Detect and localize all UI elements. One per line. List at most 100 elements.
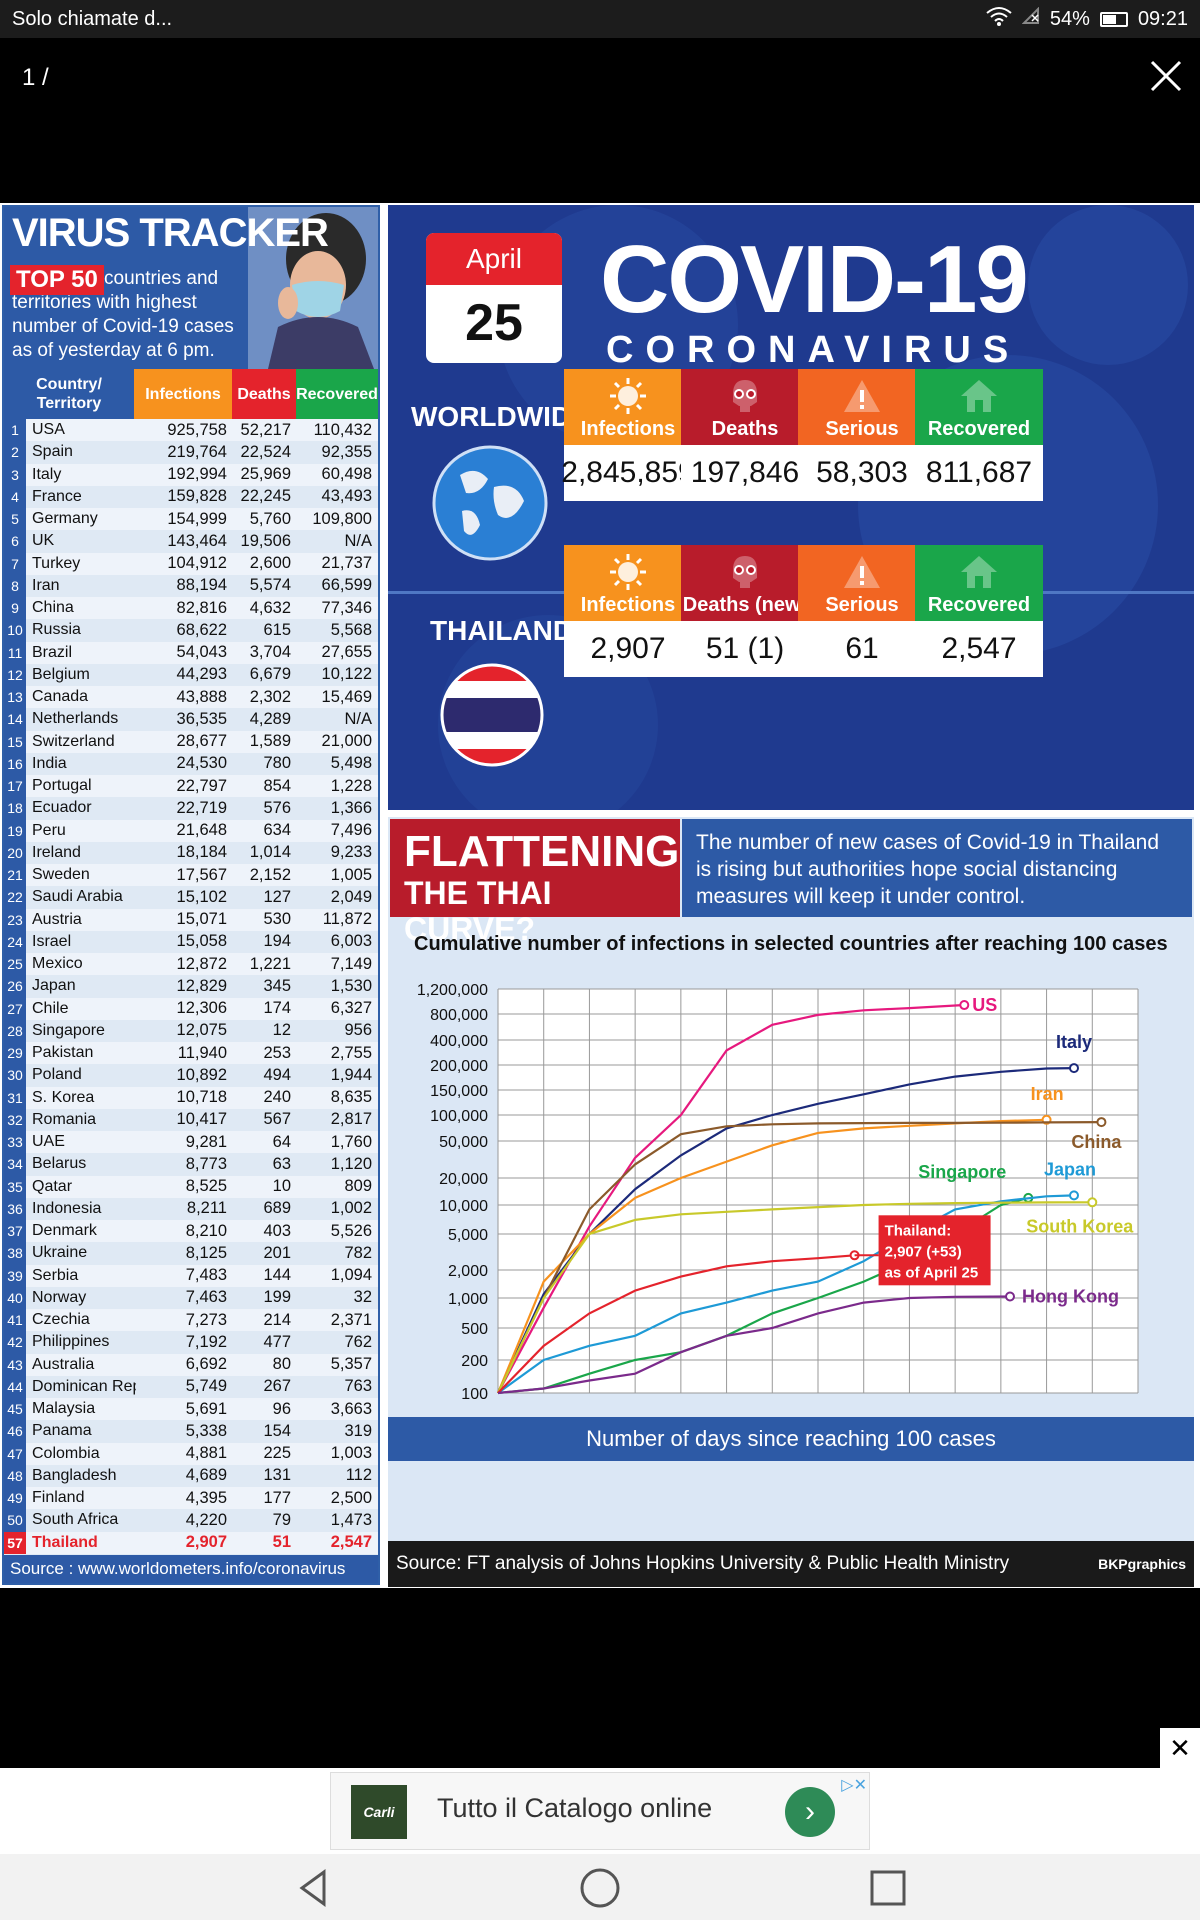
ad-go-button[interactable]: › — [785, 1787, 835, 1837]
table-row: 29 Pakistan 11,940 253 2,755 — [4, 1042, 378, 1065]
table-row: 48 Bangladesh 4,689 131 112 — [4, 1464, 378, 1487]
series-end-marker — [1069, 1063, 1079, 1074]
back-icon[interactable] — [290, 1864, 338, 1912]
thailand-callout — [878, 1215, 991, 1286]
skull-icon — [733, 556, 757, 588]
tracker-title: VIRUS TRACKER — [12, 211, 329, 255]
table-row: 40 Norway 7,463 199 32 — [4, 1286, 378, 1309]
skull-icon — [733, 380, 757, 412]
signal-icon — [1021, 6, 1040, 31]
ad-banner[interactable]: Carli Tutto il Catalogo online › ▷✕ — [0, 1768, 1200, 1854]
series-label: China — [1071, 1132, 1122, 1152]
virus-icon — [610, 378, 646, 414]
series-label: Singapore — [918, 1162, 1006, 1182]
table-row: 37 Denmark 8,210 403 5,526 — [4, 1220, 378, 1243]
y-tick-label: 150,000 — [430, 1083, 488, 1100]
series-end-marker — [959, 1000, 970, 1011]
callout-text: 2,907 (+53) — [885, 1243, 962, 1260]
warning-icon — [844, 556, 880, 588]
home-icon — [961, 380, 997, 412]
series-line-thailand — [497, 1254, 855, 1394]
table-row: 30 Poland 10,892 494 1,944 — [4, 1064, 378, 1087]
series-line-china — [497, 1121, 1102, 1394]
stat-label: Serious — [825, 594, 899, 616]
infographic-image: VIRUS TRACKER countries and territories … — [0, 203, 1200, 1588]
table-row: 27 Chile 12,306 174 6,327 — [4, 997, 378, 1020]
table-row: 4 France 159,828 22,245 43,493 — [4, 485, 378, 508]
stat-label: Deaths (new) — [682, 594, 808, 616]
chart-title: Cumulative number of infections in selec… — [414, 933, 1168, 955]
series-line-south-korea — [497, 1201, 1093, 1394]
table-row: 25 Mexico 12,872 1,221 7,149 — [4, 953, 378, 976]
ad-close-button[interactable]: ✕ — [1160, 1728, 1200, 1768]
table-row: 26 Japan 12,829 345 1,530 — [4, 975, 378, 998]
y-tick-label: 20,000 — [439, 1171, 488, 1188]
table-row: 45 Malaysia 5,691 96 3,663 — [4, 1398, 378, 1421]
table-row: 2 Spain 219,764 22,524 92,355 — [4, 441, 378, 464]
stat-label: Infections — [580, 418, 676, 440]
worldwide-serious-card: Serious 58,303 — [798, 369, 926, 519]
brand-logo: BKPgraphics — [1098, 1556, 1186, 1572]
series-label: Italy — [1056, 1032, 1092, 1052]
thailand-recovered-card: Recovered 2,547 — [915, 545, 1043, 695]
series-line-italy — [497, 1067, 1075, 1394]
status-bar: Solo chiamate d... 54% 09:21 — [0, 0, 1200, 38]
series-end-marker — [1005, 1291, 1015, 1302]
stat-value: 2,907 — [564, 621, 692, 677]
table-row: 19 Peru 21,648 634 7,496 — [4, 819, 378, 842]
table-row: 16 India 24,530 780 5,498 — [4, 752, 378, 775]
table-row: 11 Brazil 54,043 3,704 27,655 — [4, 641, 378, 664]
stat-label: Recovered — [927, 594, 1031, 616]
y-tick-label: 200 — [461, 1353, 488, 1370]
table-header: Country/ Territory Infections Deaths Rec… — [4, 369, 378, 419]
stat-label: Infections — [580, 594, 676, 616]
worldwide-label: WORLDWIDE — [411, 401, 590, 432]
image-counter: 1 / — [22, 64, 49, 91]
thailand-deaths-new-card: Deaths (new) 51 (1) — [681, 545, 809, 695]
table-row: 41 Czechia 7,273 214 2,371 — [4, 1309, 378, 1332]
series-label: Hong Kong — [1022, 1286, 1119, 1306]
table-row-thailand: 57 Thailand 2,907 51 2,547 — [4, 1531, 378, 1554]
callout-text: Thailand: — [885, 1222, 952, 1239]
home-icon[interactable] — [576, 1864, 624, 1912]
table-row: 5 Germany 154,999 5,760 109,800 — [4, 508, 378, 531]
table-row: 18 Ecuador 22,719 576 1,366 — [4, 797, 378, 820]
y-tick-label: 50,000 — [439, 1134, 488, 1151]
y-tick-label: 500 — [461, 1321, 488, 1338]
table-row: 15 Switzerland 28,677 1,589 21,000 — [4, 730, 378, 753]
table-row: 20 Ireland 18,184 1,014 9,233 — [4, 841, 378, 864]
y-tick-label: 200,000 — [430, 1058, 488, 1075]
table-row: 42 Philippines 7,192 477 762 — [4, 1331, 378, 1354]
table-row: 22 Saudi Arabia 15,102 127 2,049 — [4, 886, 378, 909]
table-row: 6 UK 143,464 19,506 N/A — [4, 530, 378, 553]
covid-subtitle: CORONAVIRUS — [606, 329, 1021, 371]
y-tick-label: 400,000 — [430, 1033, 488, 1050]
stat-label: Recovered — [927, 418, 1031, 440]
viewer-header: 1 / — [0, 38, 1200, 118]
table-row: 17 Portugal 22,797 854 1,228 — [4, 775, 378, 798]
ad-box[interactable]: Carli Tutto il Catalogo online › ▷✕ — [330, 1772, 870, 1850]
covid-title: COVID-19 — [600, 226, 1029, 333]
table-row: 28 Singapore 12,075 12 956 — [4, 1019, 378, 1042]
ad-info-icon[interactable]: ▷✕ — [841, 1777, 867, 1794]
top50-badge: TOP 50 — [10, 265, 104, 295]
tracker-header: VIRUS TRACKER countries and territories … — [4, 207, 378, 369]
recents-icon[interactable] — [864, 1864, 912, 1912]
ad-text[interactable]: Tutto il Catalogo online — [437, 1793, 713, 1823]
clock: 09:21 — [1137, 7, 1188, 30]
covid-stats-panel: April 25 COVID-19 CORONAVIRUS WORLDWIDE … — [388, 205, 1194, 810]
thailand-serious-card: Serious 61 — [798, 545, 926, 695]
worldwide-recovered-card: Recovered 811,687 — [915, 369, 1043, 519]
ad-logo: Carli — [351, 1785, 407, 1839]
stat-value: 51 (1) — [681, 621, 809, 677]
close-icon[interactable] — [1146, 56, 1186, 96]
col-deaths: Deaths — [232, 369, 296, 419]
y-tick-label: 100 — [461, 1386, 488, 1403]
table-row: 43 Australia 6,692 80 5,357 — [4, 1353, 378, 1376]
table-row: 10 Russia 68,622 615 5,568 — [4, 619, 378, 642]
y-tick-label: 100,000 — [430, 1108, 488, 1125]
globe-icon — [432, 445, 548, 561]
table-row: 13 Canada 43,888 2,302 15,469 — [4, 686, 378, 709]
